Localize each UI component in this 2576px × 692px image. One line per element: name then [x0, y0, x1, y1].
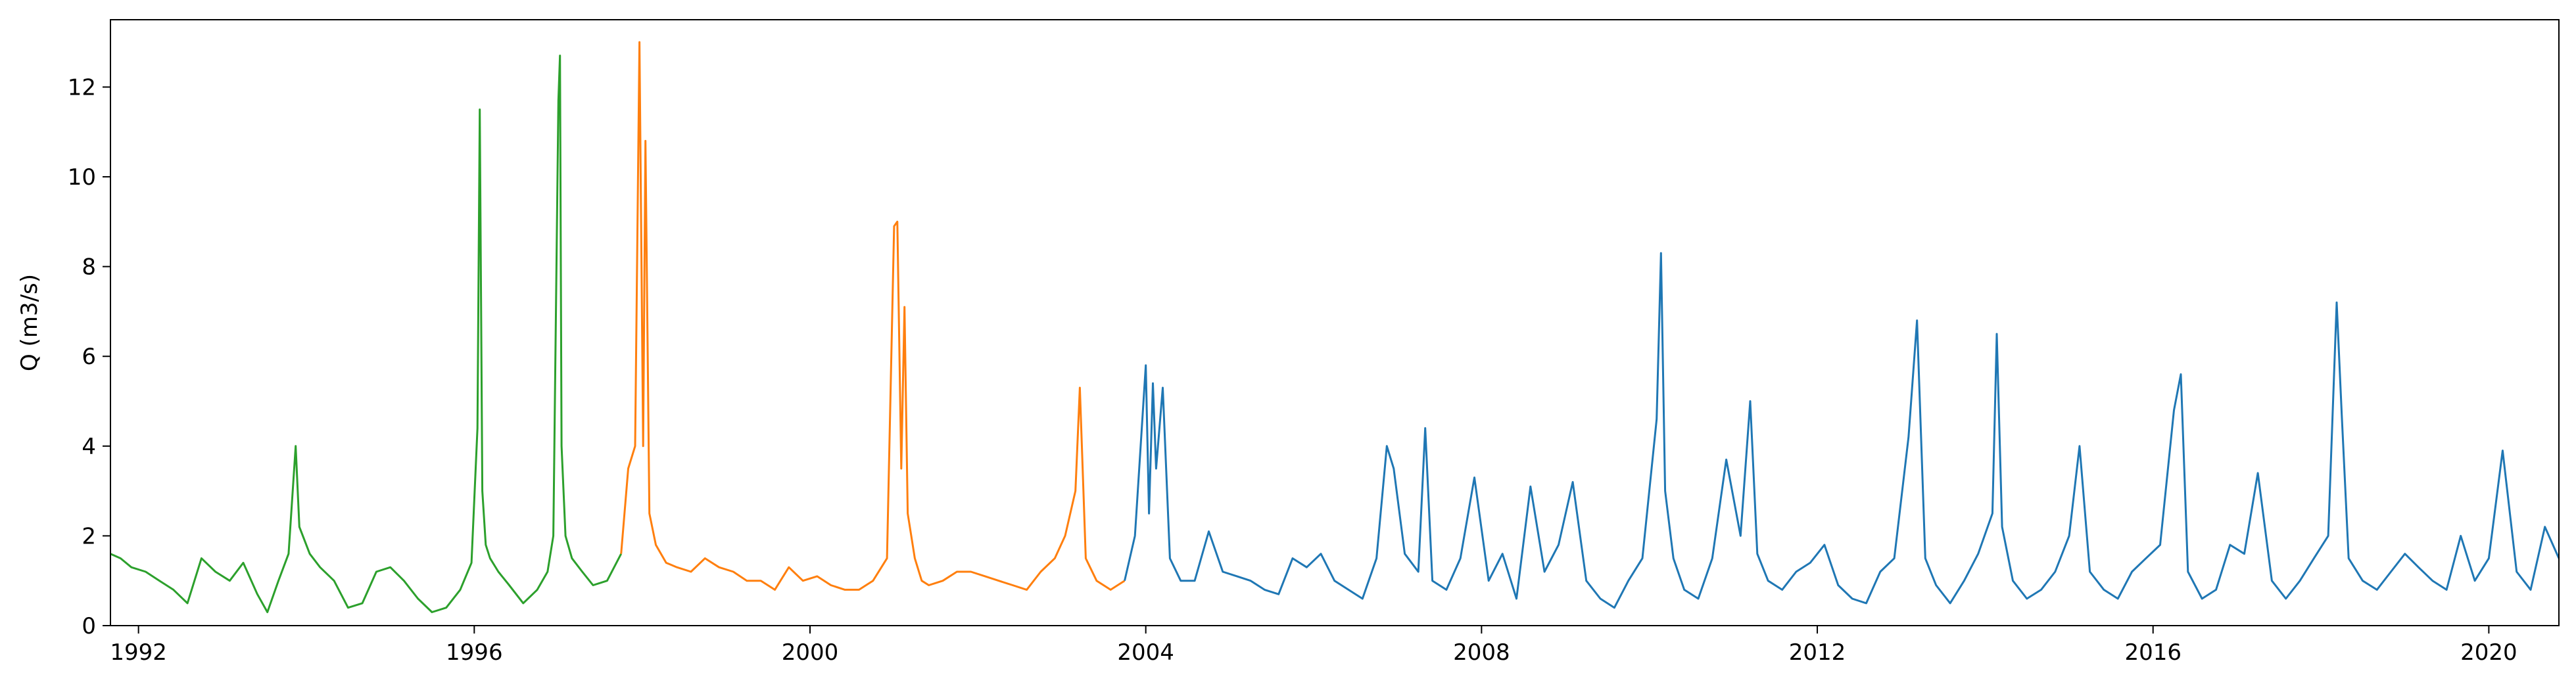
x-tick-label-2020: 2020 — [2460, 639, 2517, 666]
x-tick-label-2012: 2012 — [1789, 639, 1846, 666]
y-axis-label: Q (m3/s) — [16, 274, 43, 371]
y-tick-label-4: 4 — [82, 434, 96, 460]
x-tick-label-2000: 2000 — [782, 639, 839, 666]
x-tick-label-1992: 1992 — [110, 639, 167, 666]
y-tick-label-10: 10 — [68, 164, 96, 191]
series-line-1 — [620, 41, 1126, 591]
y-tick-label-2: 2 — [82, 523, 96, 549]
series-line-0 — [110, 55, 623, 613]
y-tick-label-12: 12 — [68, 74, 96, 101]
series-line-2 — [1124, 252, 2560, 609]
y-tick-label-0: 0 — [82, 613, 96, 639]
plot-frame — [110, 19, 2560, 626]
axes-layer: 1992 1996 2000 2004 2008 2012 2016 2020 0 2 4 6 8 10 1… — [68, 19, 2560, 666]
x-tick-label-2008: 2008 — [1453, 639, 1510, 666]
y-tick-label-8: 8 — [82, 254, 96, 281]
x-tick-label-2004: 2004 — [1117, 639, 1174, 666]
x-tick-label-2016: 2016 — [2124, 639, 2182, 666]
y-tick-label-6: 6 — [82, 344, 96, 370]
series-layer — [110, 41, 2560, 613]
x-tick-label-1996: 1996 — [446, 639, 503, 666]
